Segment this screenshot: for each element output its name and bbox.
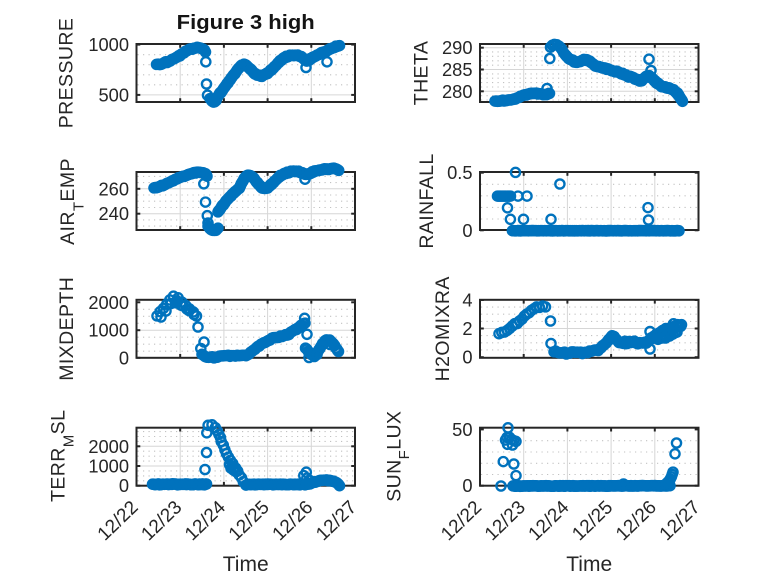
svg-text:0: 0 bbox=[462, 220, 472, 241]
svg-text:290: 290 bbox=[442, 37, 473, 58]
svg-text:Time: Time bbox=[566, 553, 612, 576]
svg-text:Figure 3 high: Figure 3 high bbox=[177, 12, 315, 34]
svg-text:285: 285 bbox=[442, 59, 473, 80]
svg-text:MIXDEPTH: MIXDEPTH bbox=[56, 277, 78, 381]
svg-text:PRESSURE: PRESSURE bbox=[56, 18, 78, 128]
svg-text:0: 0 bbox=[119, 347, 129, 368]
svg-text:1000: 1000 bbox=[88, 34, 129, 55]
svg-text:4: 4 bbox=[462, 290, 472, 311]
svg-text:280: 280 bbox=[442, 81, 473, 102]
svg-text:240: 240 bbox=[98, 203, 129, 224]
svg-text:H2OMIXRA: H2OMIXRA bbox=[432, 276, 454, 381]
svg-text:THETA: THETA bbox=[411, 41, 433, 105]
svg-text:RAINFALL: RAINFALL bbox=[416, 153, 438, 248]
svg-text:0: 0 bbox=[119, 475, 129, 496]
svg-text:1000: 1000 bbox=[88, 456, 129, 477]
svg-text:2000: 2000 bbox=[88, 436, 129, 457]
svg-text:50: 50 bbox=[452, 419, 472, 440]
svg-text:2: 2 bbox=[462, 318, 472, 339]
svg-text:260: 260 bbox=[98, 178, 129, 199]
svg-text:2000: 2000 bbox=[88, 292, 129, 313]
svg-text:1000: 1000 bbox=[88, 320, 129, 341]
svg-text:500: 500 bbox=[98, 84, 129, 105]
svg-text:0: 0 bbox=[462, 475, 472, 496]
svg-text:0.5: 0.5 bbox=[447, 162, 472, 183]
svg-text:0: 0 bbox=[462, 347, 472, 368]
svg-text:Time: Time bbox=[223, 553, 269, 576]
